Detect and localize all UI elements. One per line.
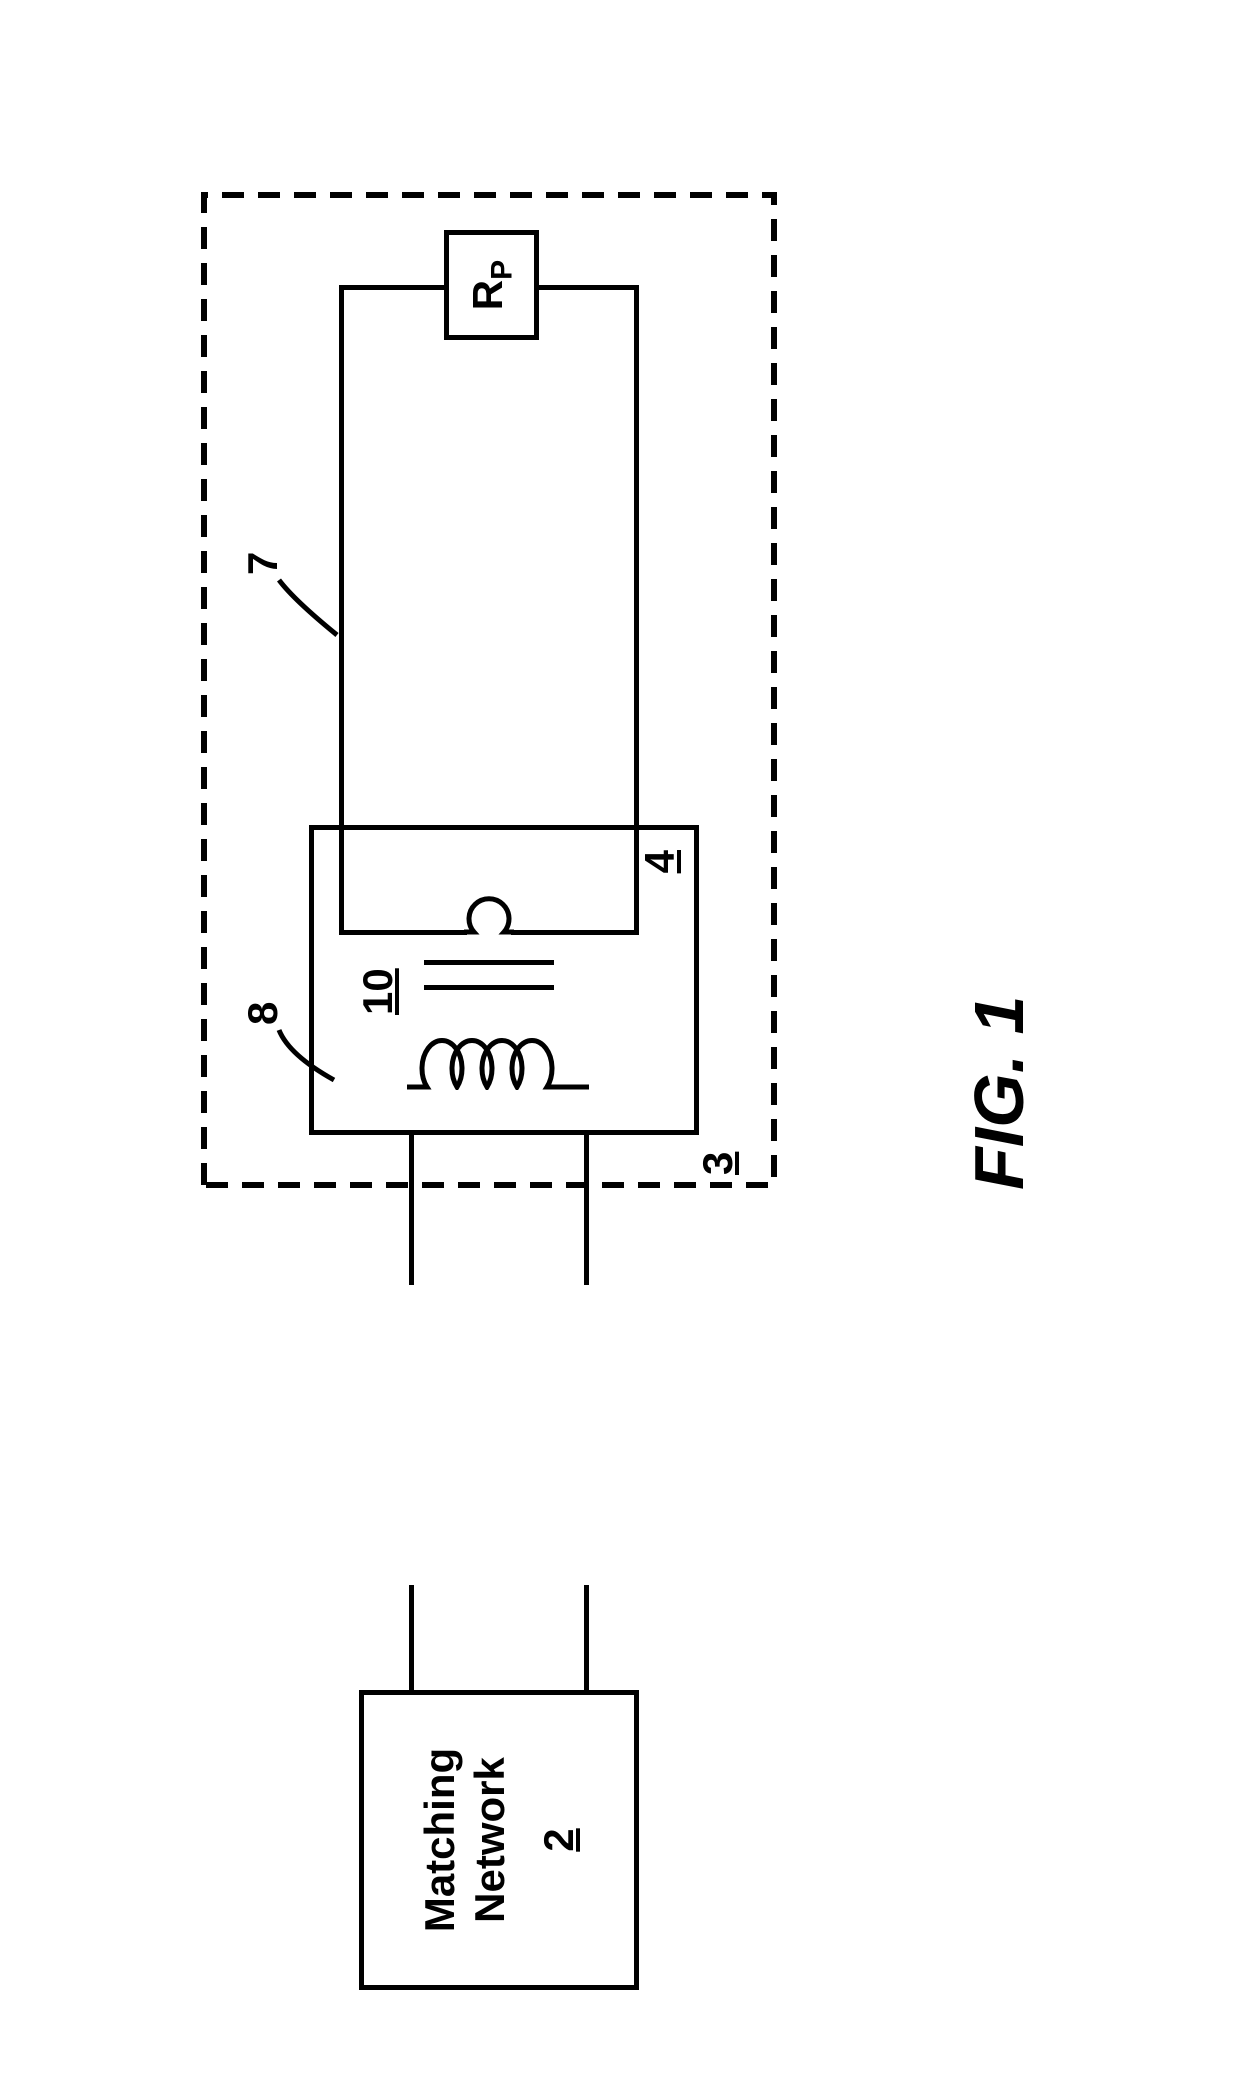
loop-top-vert	[339, 930, 467, 935]
circuit-diagram: Pulsed Power Generator 1 Matching Networ…	[79, 90, 1179, 1990]
wire-gen-match-bot	[584, 1585, 589, 1690]
loop-right-vert-bot	[534, 285, 639, 290]
plate-line-1	[424, 985, 554, 990]
matching-network-block: Matching Network 2	[359, 1690, 639, 1990]
matching-num: 2	[535, 1828, 583, 1851]
matching-label-1: Matching	[414, 1747, 464, 1931]
wire-gen-match-top	[409, 1585, 414, 1690]
matching-label-2: Network	[465, 1757, 515, 1923]
figure-label: FIG. 1	[959, 995, 1039, 1189]
loop-bot-horiz	[634, 285, 639, 935]
antenna-block-ref: 4	[636, 850, 684, 873]
coil-ref: 10	[354, 968, 402, 1015]
loop-right-vert-top	[339, 285, 449, 290]
lead-ref: 8	[239, 1001, 287, 1024]
resistor-block: RP	[444, 230, 539, 340]
inductor-coil	[407, 1010, 592, 1090]
loop-bot-vert	[511, 930, 639, 935]
plate-line-2	[424, 960, 554, 965]
chamber-ref: 3	[694, 1151, 742, 1174]
secondary-pickup	[464, 885, 514, 935]
loop-ref: 7	[239, 551, 287, 574]
